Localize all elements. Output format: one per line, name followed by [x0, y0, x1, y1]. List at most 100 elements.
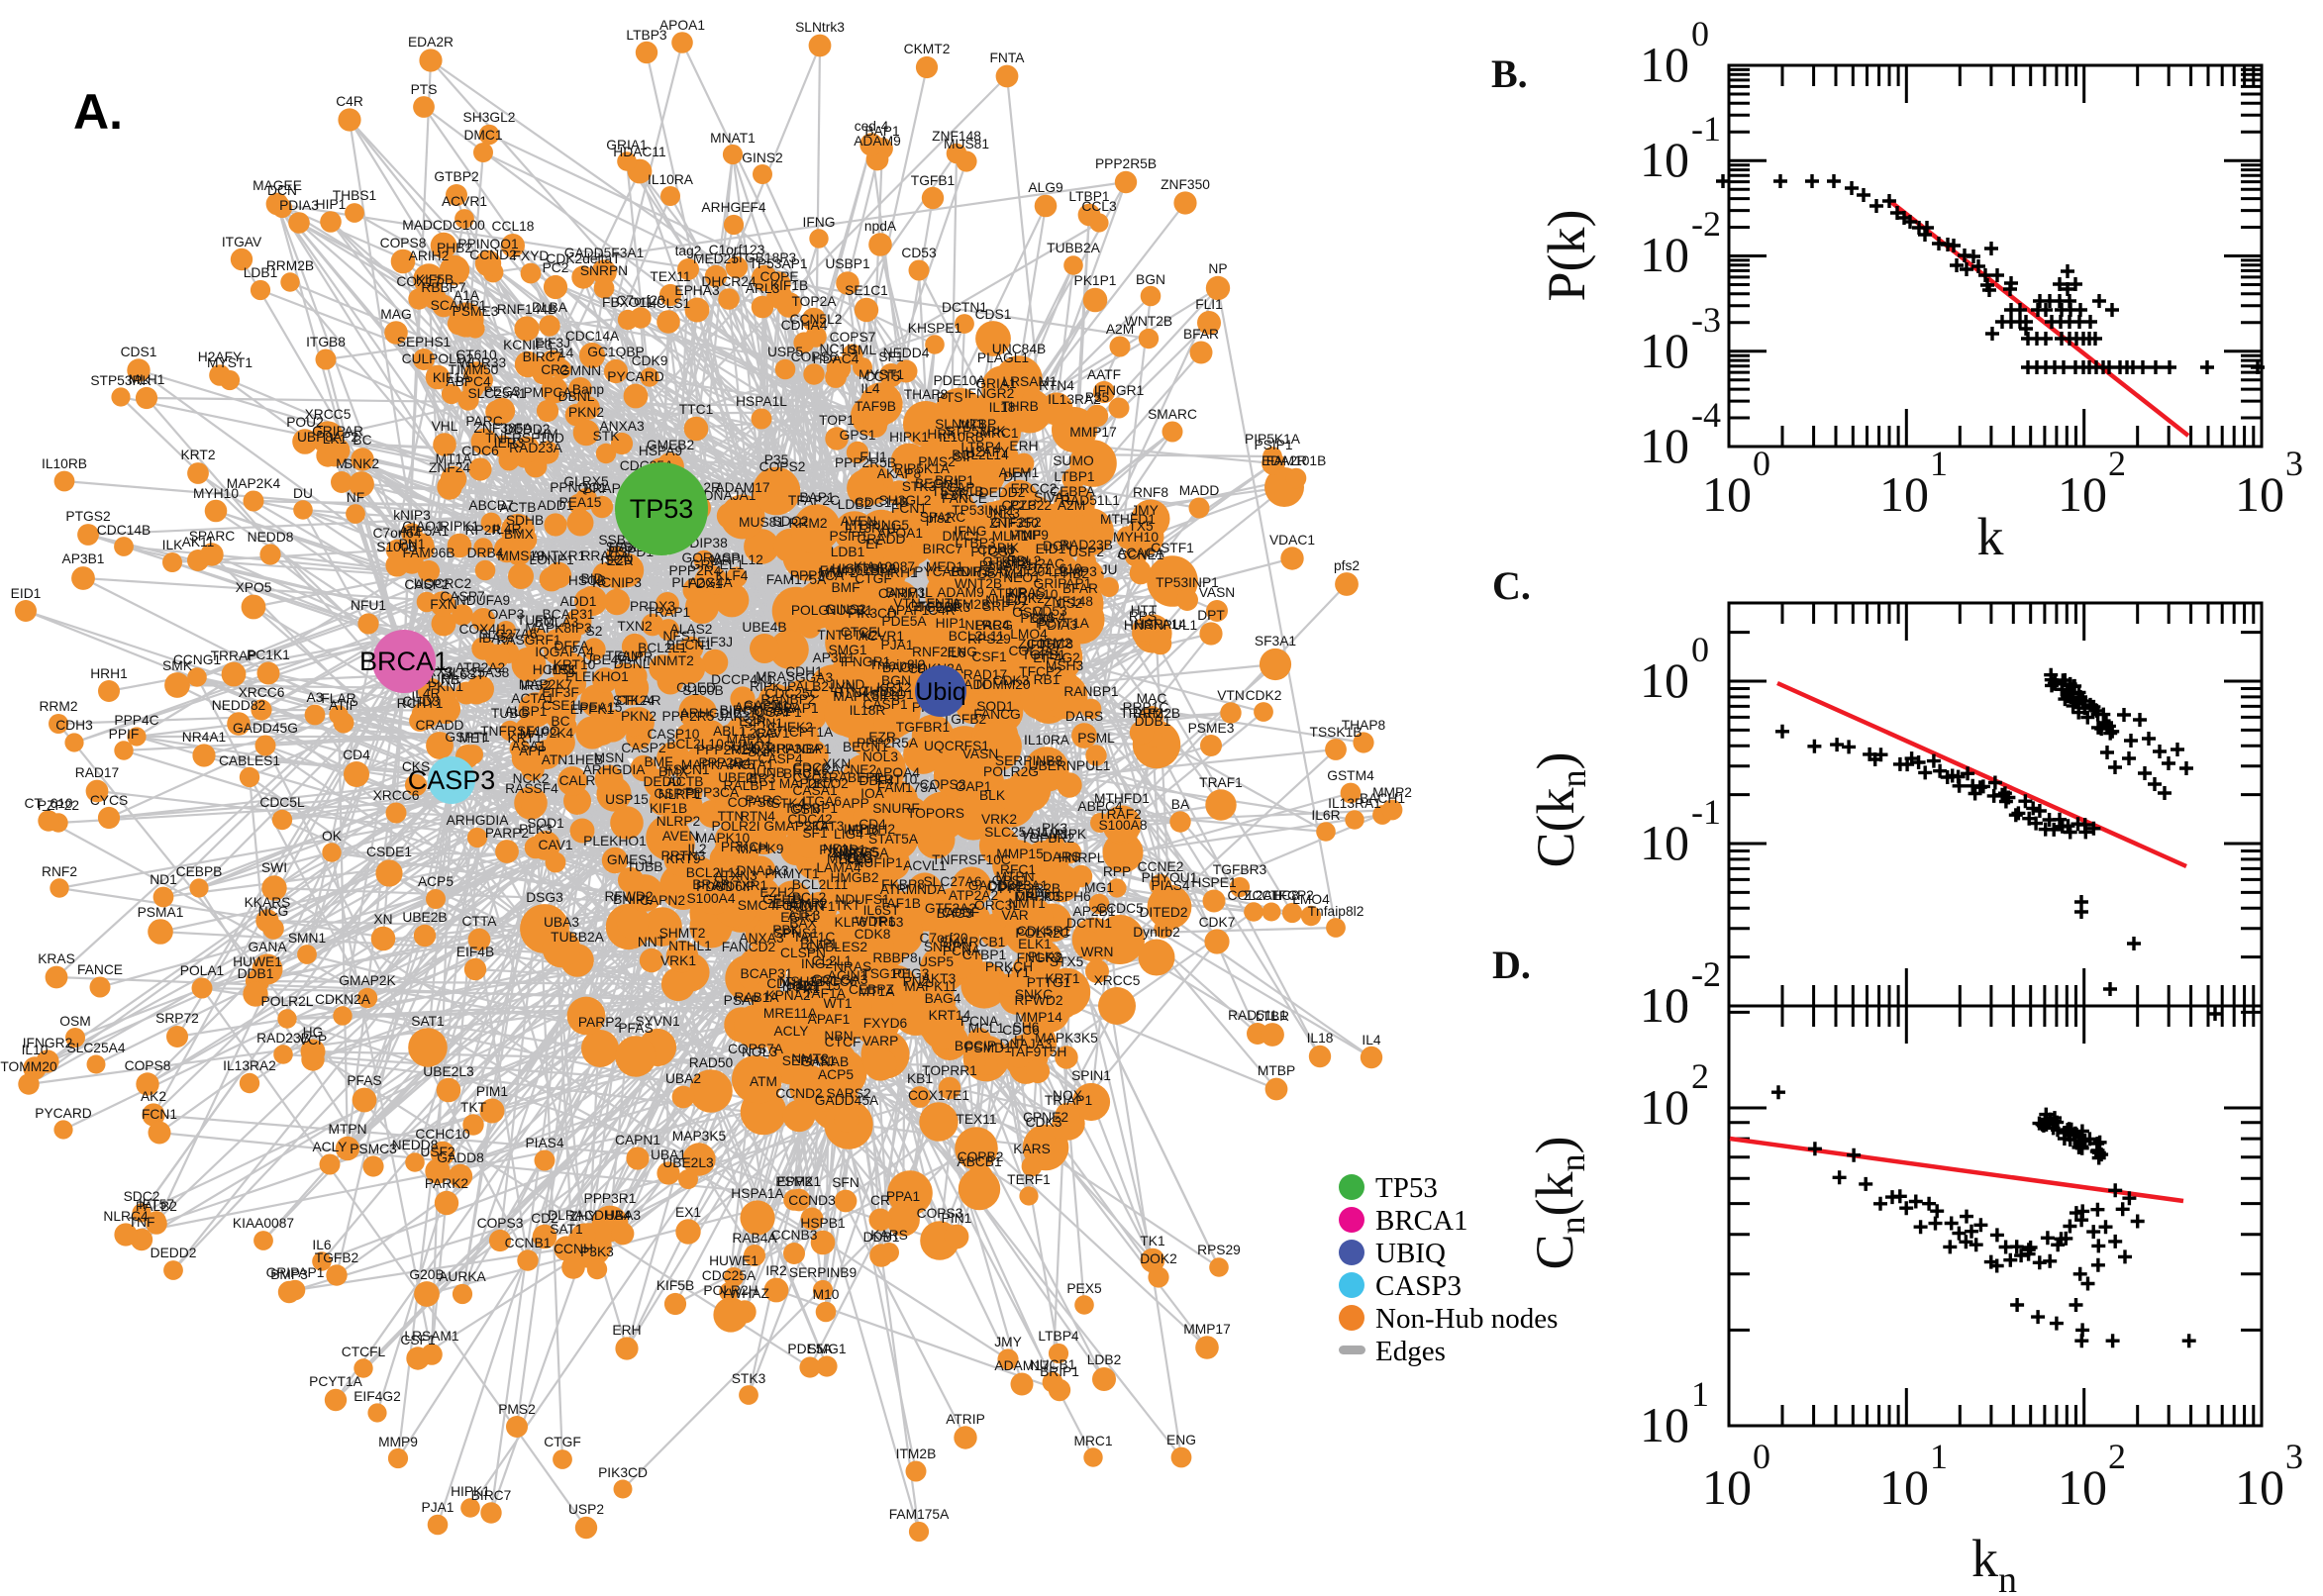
svg-text:MADD: MADD — [1179, 483, 1220, 498]
svg-text:MMP15: MMP15 — [996, 847, 1044, 861]
svg-text:COPS3: COPS3 — [917, 1206, 963, 1221]
svg-text:MMS19: MMS19 — [497, 549, 545, 563]
svg-text:TGFBR1: TGFBR1 — [896, 720, 950, 735]
svg-text:PPP2R5B: PPP2R5B — [835, 455, 896, 470]
svg-text:BACH1: BACH1 — [882, 660, 928, 675]
svg-text:IL6ST: IL6ST — [863, 903, 900, 918]
svg-text:KRAS: KRAS — [38, 951, 75, 966]
svg-text:NUCB1: NUCB1 — [1030, 1357, 1076, 1372]
svg-text:EIF4G2: EIF4G2 — [354, 1389, 401, 1404]
svg-text:SHMT2: SHMT2 — [659, 926, 706, 941]
svg-text:WT1: WT1 — [823, 996, 852, 1011]
svg-text:KIF5B: KIF5B — [656, 1278, 694, 1293]
svg-text:DLRACDHA4: DLRACDHA4 — [548, 1208, 631, 1223]
svg-text:HRH1: HRH1 — [90, 666, 128, 681]
svg-text:PKN2: PKN2 — [568, 405, 604, 420]
svg-text:MRPL12: MRPL12 — [710, 552, 763, 567]
svg-text:ALBP1: ALBP1 — [505, 704, 548, 719]
svg-text:ITGAV: ITGAV — [222, 235, 262, 249]
svg-text:LTBR: LTBR — [845, 518, 878, 533]
svg-text:FXN: FXN — [430, 597, 457, 612]
svg-text:BGN: BGN — [881, 673, 911, 688]
svg-text:RNF2: RNF2 — [42, 864, 77, 879]
svg-text:UBA3: UBA3 — [544, 915, 579, 930]
svg-text:10: 10 — [2058, 1459, 2107, 1515]
svg-text:SMARC: SMARC — [1148, 407, 1197, 422]
svg-text:NNMT2: NNMT2 — [647, 653, 694, 668]
svg-text:TGFBR2: TGFBR2 — [1021, 831, 1074, 846]
svg-text:DDB1: DDB1 — [238, 966, 274, 981]
svg-text:FANCE: FANCE — [77, 962, 123, 977]
svg-text:COPS7: COPS7 — [830, 330, 876, 345]
svg-text:MNDA: MNDA — [906, 882, 947, 897]
svg-text:CSDE1: CSDE1 — [366, 845, 412, 859]
svg-text:BCL2L11: BCL2L11 — [792, 877, 849, 892]
svg-text:HSCB: HSCB — [568, 573, 606, 588]
svg-text:CYCS: CYCS — [90, 793, 128, 808]
svg-text:C4R: C4R — [928, 603, 956, 618]
svg-text:SIP: SIP — [954, 449, 975, 464]
svg-text:tag2: tag2 — [675, 244, 702, 258]
svg-text:XPO5: XPO5 — [236, 580, 272, 595]
svg-text:GRIPAP1: GRIPAP1 — [1034, 576, 1092, 591]
svg-text:PFAS: PFAS — [618, 1021, 653, 1036]
svg-text:D.: D. — [1492, 943, 1531, 987]
svg-text:-3: -3 — [1691, 300, 1721, 340]
svg-text:NUCB1: NUCB1 — [827, 603, 873, 618]
svg-text:10: 10 — [1702, 1459, 1752, 1515]
svg-text:IL18: IL18 — [1307, 1031, 1334, 1046]
svg-text:10: 10 — [1640, 1397, 1689, 1452]
svg-text:LDB2: LDB2 — [838, 497, 872, 512]
svg-text:PYCARD: PYCARD — [35, 1106, 92, 1121]
svg-text:RBBP8: RBBP8 — [872, 950, 918, 965]
svg-text:USP2: USP2 — [568, 1502, 604, 1517]
svg-text:CASP3: CASP3 — [1375, 1270, 1462, 1302]
svg-text:GRIA1: GRIA1 — [975, 376, 1016, 391]
svg-text:HIP1: HIP1 — [936, 616, 966, 631]
svg-text:CSF1: CSF1 — [400, 1333, 435, 1347]
svg-text:RAD17: RAD17 — [75, 765, 119, 780]
svg-text:SWI: SWI — [261, 860, 287, 875]
svg-text:IQGAP1: IQGAP1 — [751, 705, 801, 720]
svg-text:NTHL1: NTHL1 — [668, 939, 712, 953]
svg-text:SLC25A38: SLC25A38 — [444, 665, 510, 680]
svg-text:PALB2: PALB2 — [787, 679, 829, 694]
svg-text:FANCE: FANCE — [942, 491, 987, 506]
svg-text:A2M: A2M — [1058, 498, 1085, 513]
svg-text:ERH: ERH — [612, 1323, 641, 1338]
svg-text:LAMA4: LAMA4 — [816, 860, 861, 875]
svg-text:TOP1: TOP1 — [819, 413, 855, 428]
svg-text:RCHY1: RCHY1 — [789, 899, 836, 914]
svg-text:KLF6: KLF6 — [835, 915, 867, 930]
svg-text:SRP72: SRP72 — [982, 599, 1026, 614]
svg-text:NNT: NNT — [638, 935, 666, 949]
svg-text:TOP2A: TOP2A — [792, 294, 838, 309]
svg-text:SARS2: SARS2 — [826, 1086, 870, 1101]
svg-text:IFNGR2: IFNGR2 — [23, 1036, 73, 1050]
svg-text:2: 2 — [1691, 1056, 1709, 1096]
svg-text:IOA: IOA — [860, 786, 885, 801]
svg-text:PSAP: PSAP — [724, 993, 760, 1008]
svg-text:CSF1: CSF1 — [971, 649, 1006, 664]
svg-text:MTPN: MTPN — [328, 1122, 366, 1137]
svg-text:USP2: USP2 — [1068, 545, 1104, 559]
svg-text:CTCFL: CTCFL — [841, 625, 885, 640]
svg-text:CR: CR — [870, 1193, 890, 1208]
svg-text:TRAF2: TRAF2 — [1098, 807, 1142, 822]
svg-text:DNAJA1: DNAJA1 — [704, 488, 757, 503]
svg-text:GSTM4: GSTM4 — [976, 566, 1024, 581]
svg-text:GADD45G: GADD45G — [233, 721, 298, 736]
svg-text:ACACA: ACACA — [1117, 546, 1164, 560]
svg-text:FANCG: FANCG — [973, 707, 1021, 722]
svg-text:CDK3: CDK3 — [993, 673, 1030, 688]
svg-text:ERH: ERH — [1009, 439, 1038, 453]
svg-text:MAP2K4: MAP2K4 — [227, 476, 281, 491]
svg-text:BNIP3: BNIP3 — [951, 564, 990, 579]
svg-text:CDH3: CDH3 — [55, 718, 93, 733]
svg-text:XN: XN — [373, 912, 392, 927]
svg-text:FDX1: FDX1 — [687, 576, 722, 591]
svg-text:STAT3: STAT3 — [804, 819, 845, 834]
svg-text:DOK2: DOK2 — [1007, 591, 1045, 606]
svg-text:ENG: ENG — [948, 645, 977, 659]
svg-text:WDR1: WDR1 — [856, 914, 896, 929]
